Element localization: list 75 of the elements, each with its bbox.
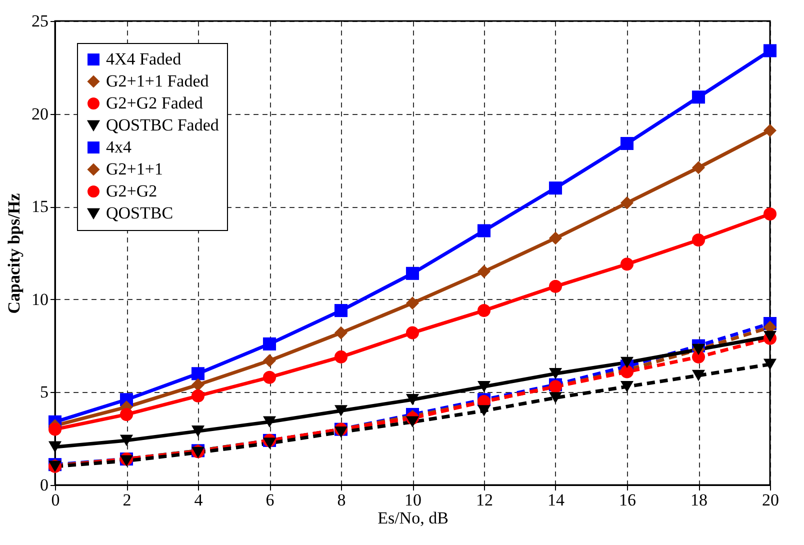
point [763, 330, 777, 342]
point [477, 224, 491, 238]
point [692, 90, 706, 104]
point [763, 358, 777, 370]
point [763, 208, 777, 221]
legend-label: QOSTBC [106, 204, 174, 222]
legend-label: G2+G2 Faded [106, 94, 204, 112]
point [334, 350, 348, 364]
point [191, 389, 205, 402]
point [477, 304, 491, 318]
point [191, 367, 205, 380]
legend-label: QOSTBC Faded [106, 116, 220, 134]
point [548, 182, 562, 195]
point [763, 124, 777, 138]
x-tick-label: 10 [404, 490, 422, 510]
point [763, 44, 777, 58]
legend-label: 4X4 Faded [106, 50, 182, 68]
point [262, 370, 276, 384]
y-tick-label: 5 [40, 382, 48, 402]
point [48, 422, 62, 436]
legend-label: G2+G2 [106, 182, 158, 200]
point [262, 354, 276, 368]
point [692, 370, 706, 382]
y-tick-label: 0 [40, 476, 48, 494]
point [191, 378, 205, 392]
point [548, 368, 562, 380]
point [262, 416, 276, 428]
point [548, 280, 562, 293]
x-tick-label: 18 [690, 490, 708, 510]
point [548, 232, 562, 245]
point [120, 434, 134, 446]
point [620, 356, 634, 368]
point [477, 405, 491, 416]
point [334, 304, 348, 318]
point [548, 392, 562, 404]
point [406, 326, 420, 340]
point [406, 266, 420, 280]
point [620, 380, 634, 392]
x-tick-label: 2 [122, 490, 132, 510]
y-axis-title: Capacity bps/Hz [4, 192, 24, 314]
point [692, 234, 706, 247]
point [334, 426, 348, 438]
point [692, 161, 706, 174]
x-tick-label: 14 [548, 490, 565, 510]
y-tick-label: 10 [32, 290, 48, 309]
x-tick-label: 8 [337, 490, 346, 510]
x-tick-label: 16 [619, 490, 636, 510]
legend-label: G2+1+1 [106, 160, 163, 178]
point [406, 416, 420, 428]
point [620, 136, 634, 150]
point [334, 405, 348, 416]
y-tick-label: 25 [32, 12, 48, 30]
point [262, 337, 276, 350]
point [692, 350, 706, 364]
point [477, 265, 491, 278]
y-tick-label: 15 [32, 197, 48, 216]
legend-label: G2+1+1 Faded [106, 72, 210, 90]
point [406, 394, 420, 406]
point [120, 455, 134, 467]
point [620, 258, 634, 271]
legend-label: 4x4 [106, 138, 132, 156]
x-tick-label: 4 [194, 490, 204, 510]
point [477, 380, 491, 392]
point [620, 196, 634, 210]
x-axis-title: Es/No, dB [378, 508, 448, 528]
y-tick-label: 20 [32, 104, 48, 124]
point [334, 326, 348, 340]
point [262, 438, 276, 449]
x-tick-label: 6 [266, 490, 274, 510]
point [191, 426, 205, 437]
point [120, 408, 134, 421]
point [406, 296, 420, 310]
x-tick-label: 20 [762, 490, 779, 510]
x-tick-label: 12 [476, 490, 493, 510]
point [48, 441, 62, 453]
